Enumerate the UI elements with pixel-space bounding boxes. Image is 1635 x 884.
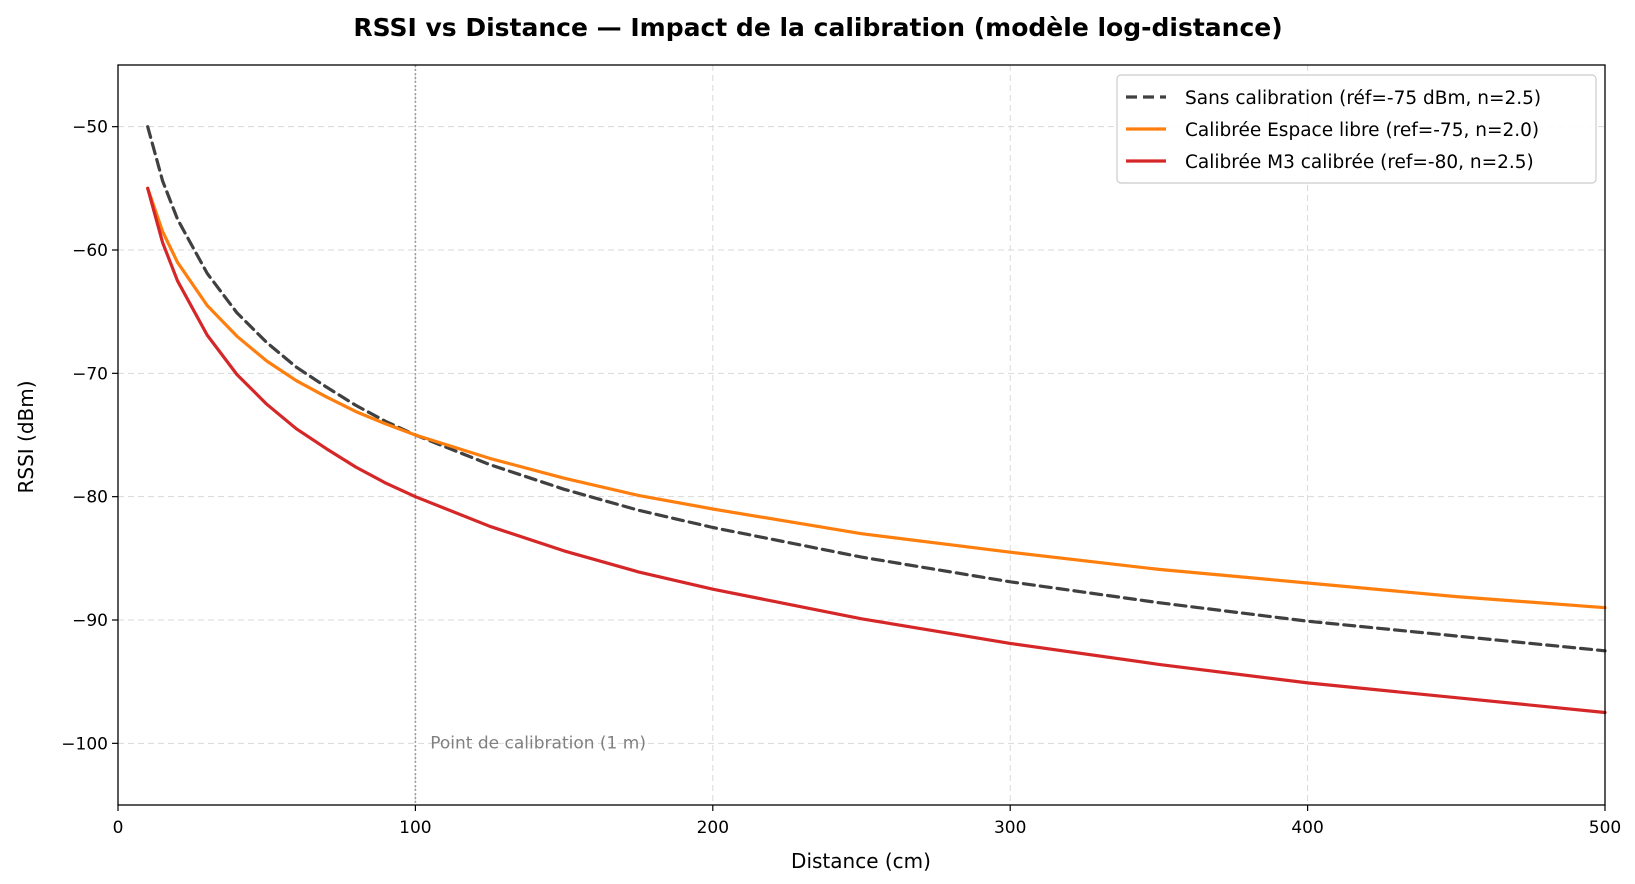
series-line-2 [146, 186, 1607, 610]
series-lines [146, 125, 1607, 715]
y-tick-label: −90 [72, 611, 108, 631]
x-axis-ticks: 0 100 200 300 400 500 [113, 805, 1621, 838]
x-tick-label: 100 [399, 818, 431, 838]
y-tick-label: −70 [72, 364, 108, 384]
x-tick-label: 300 [994, 818, 1026, 838]
y-axis-ticks: −50 −60 −70 −80 −90 −100 [61, 118, 118, 754]
annotations: Point de calibration (1 m) [430, 733, 646, 753]
y-tick-label: −50 [72, 118, 108, 138]
plot-area-frame [117, 64, 1606, 806]
y-tick-label: −80 [72, 488, 108, 508]
y-tick-label: −100 [61, 734, 108, 754]
x-tick-label: 0 [113, 818, 124, 838]
legend: Sans calibration (réf=-75 dBm, n=2.5) Cal… [1116, 74, 1597, 184]
legend-box [1116, 74, 1597, 184]
y-tick-label: −60 [72, 241, 108, 261]
x-tick-label: 500 [1589, 818, 1621, 838]
series-line-3 [146, 186, 1607, 715]
chart-title: RSSI vs Distance — Impact de la calibrat… [353, 13, 1282, 42]
legend-label-3: Calibrée M3 calibrée (ref=-80, n=2.5) [1185, 152, 1534, 173]
calibration-annotation: Point de calibration (1 m) [430, 733, 646, 753]
x-tick-label: 400 [1291, 818, 1323, 838]
y-axis-label: RSSI (dBm) [14, 380, 38, 493]
x-tick-label: 200 [697, 818, 729, 838]
legend-label-2: Calibrée Espace libre (ref=-75, n=2.0) [1185, 120, 1539, 141]
legend-label-1: Sans calibration (réf=-75 dBm, n=2.5) [1185, 88, 1541, 109]
x-axis-label: Distance (cm) [791, 849, 931, 873]
